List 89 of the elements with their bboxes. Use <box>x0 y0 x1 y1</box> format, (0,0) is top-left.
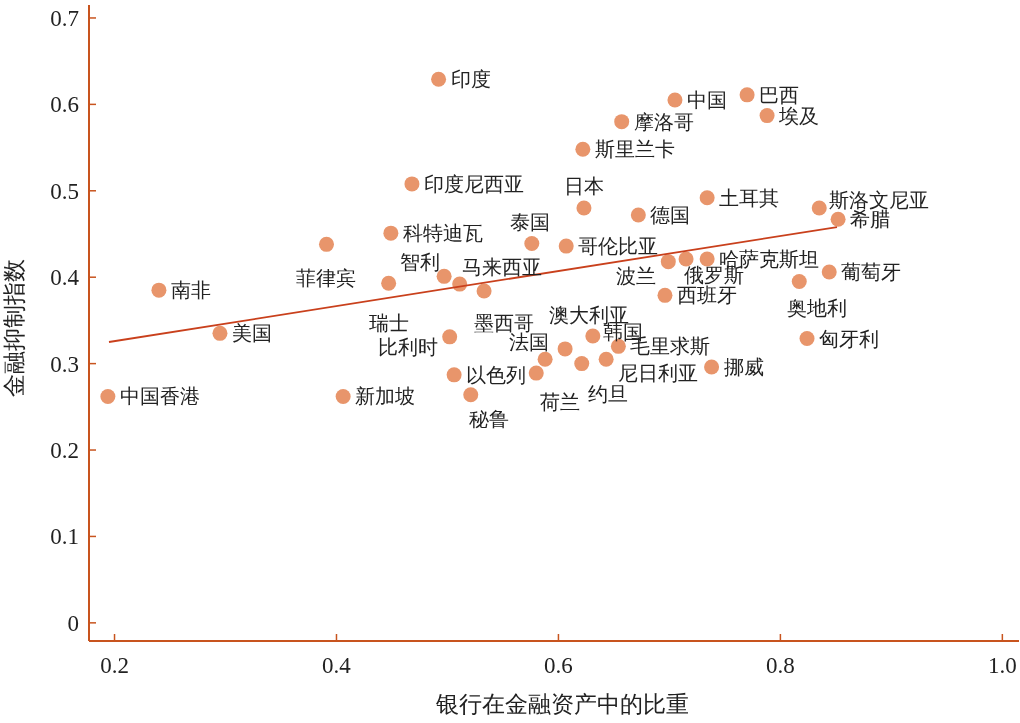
point <box>699 190 715 206</box>
annotation: 尼日利亚 <box>618 362 699 385</box>
point <box>657 287 673 303</box>
annotation: 葡萄牙 <box>841 261 902 284</box>
point <box>759 108 775 124</box>
y-tick-label: 0.2 <box>50 438 79 464</box>
point <box>739 87 755 103</box>
y-tick-label: 0.6 <box>50 92 79 118</box>
point <box>667 92 683 108</box>
point <box>528 365 544 381</box>
annotation: 日本 <box>563 175 604 198</box>
annotation: 秘鲁 <box>468 407 509 430</box>
annotation: 比利时 <box>377 335 438 358</box>
y-axis-title: 金融抑制指数 <box>2 259 27 397</box>
x-tick-label: 1.0 <box>987 653 1017 678</box>
point <box>476 283 492 299</box>
point <box>660 254 676 270</box>
x-tick-label: 0.2 <box>100 653 129 678</box>
annotation: 中国 <box>686 89 727 112</box>
point <box>558 238 574 254</box>
point <box>791 274 807 290</box>
annotation: 智利 <box>400 251 441 274</box>
annotation: 法国 <box>509 331 550 354</box>
annotation: 希腊 <box>850 208 891 231</box>
annotation: 匈牙利 <box>819 327 880 350</box>
annotation: 埃及 <box>778 104 820 127</box>
annotation: 瑞士 <box>368 312 409 335</box>
y-tick-label: 0 <box>67 610 79 636</box>
point <box>463 387 479 403</box>
annotation: 美国 <box>231 322 272 345</box>
annotation: 中国香港 <box>119 385 200 408</box>
annotation: 印度尼西亚 <box>423 172 524 195</box>
annotation: 新加坡 <box>355 385 416 408</box>
annotation: 马来西亚 <box>461 256 542 279</box>
annotation: 土耳其 <box>719 186 780 209</box>
annotation: 南非 <box>170 279 211 302</box>
point <box>537 351 553 367</box>
point <box>585 328 601 344</box>
annotation: 奥地利 <box>787 296 848 319</box>
annotation: 西班牙 <box>676 284 737 307</box>
annotation: 印度 <box>450 68 491 91</box>
point <box>574 356 590 372</box>
point <box>151 282 167 298</box>
annotation: 摩洛哥 <box>633 110 694 133</box>
y-tick-label: 0.3 <box>50 351 79 377</box>
annotation: 巴西 <box>759 83 800 106</box>
point <box>704 359 720 375</box>
point <box>614 114 630 130</box>
x-axis-title: 银行在金融资产中的比重 <box>434 692 689 717</box>
point <box>678 251 694 267</box>
point <box>799 331 815 347</box>
annotation: 菲律宾 <box>296 267 357 290</box>
point <box>830 211 846 227</box>
annotation: 波兰 <box>616 264 657 287</box>
point <box>442 329 458 345</box>
point <box>381 275 397 291</box>
y-tick-label: 0.4 <box>50 265 80 291</box>
point <box>821 264 837 280</box>
point <box>335 388 351 404</box>
annotation: 荷兰 <box>540 391 581 414</box>
annotation: 挪威 <box>723 356 764 379</box>
annotation: 约旦 <box>587 382 628 405</box>
annotation: 以色列 <box>466 363 527 386</box>
x-tick-label: 0.8 <box>766 653 795 678</box>
point <box>598 351 614 367</box>
annotation: 德国 <box>650 203 691 226</box>
point <box>557 341 573 357</box>
point <box>524 236 540 251</box>
point <box>404 176 420 192</box>
annotation: 科特迪瓦 <box>402 222 483 245</box>
point <box>383 225 399 241</box>
point <box>811 200 827 216</box>
point <box>446 367 462 383</box>
y-tick-label: 0.5 <box>50 178 79 204</box>
point <box>576 200 592 216</box>
point <box>431 71 447 87</box>
annotation: 泰国 <box>509 210 550 233</box>
x-tick-label: 0.6 <box>544 653 573 678</box>
point <box>212 325 228 341</box>
point <box>100 388 116 404</box>
point <box>575 141 591 157</box>
point <box>699 251 715 267</box>
y-tick-label: 0.7 <box>50 5 79 31</box>
point <box>318 236 334 252</box>
x-tick-label: 0.4 <box>322 653 352 678</box>
y-tick-label: 0.1 <box>50 524 79 550</box>
annotation: 哥伦比亚 <box>578 235 659 258</box>
point <box>630 207 646 223</box>
annotation: 斯里兰卡 <box>594 138 675 161</box>
